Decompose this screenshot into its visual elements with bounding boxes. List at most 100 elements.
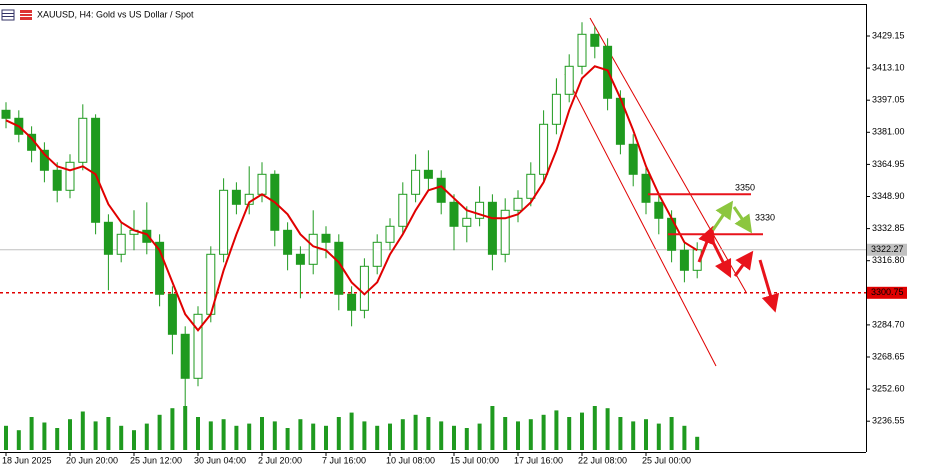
volume-bar — [528, 419, 533, 450]
y-tick-label: 3413.10 — [872, 62, 905, 72]
channel — [564, 17, 747, 367]
volume-bar — [631, 421, 636, 450]
volume-bar — [119, 425, 124, 450]
candle-body — [641, 173, 651, 203]
candle-body — [577, 33, 587, 67]
moving-average — [5, 65, 698, 332]
candle-body — [628, 143, 638, 175]
level-label: 3350 — [735, 182, 755, 192]
volume-bar — [285, 428, 290, 450]
candle-body — [513, 197, 523, 211]
candle-body — [590, 33, 600, 47]
volume-bar — [516, 421, 520, 450]
candle-body — [487, 201, 497, 255]
volume-bar — [580, 412, 584, 450]
candle-body — [39, 149, 49, 171]
x-tick-label: 18 Jun 2025 — [2, 455, 52, 465]
volume-bar — [413, 414, 418, 450]
candle-body — [475, 201, 485, 219]
x-tick-label: 17 Jul 16:00 — [514, 455, 563, 465]
volume-bar — [234, 425, 239, 450]
candle-body — [91, 117, 101, 223]
candle-body — [436, 177, 446, 203]
volume-bar — [682, 425, 687, 450]
candle-body — [411, 169, 421, 195]
volume-bar — [388, 423, 392, 450]
volume-bar — [106, 417, 111, 450]
y-tick-label: 3348.90 — [872, 191, 905, 201]
volume-bar — [157, 414, 162, 450]
x-tick-label: 25 Jun 12:00 — [130, 455, 182, 465]
candle-body — [385, 225, 395, 243]
volume-bar — [695, 436, 700, 450]
candle-body — [103, 221, 113, 255]
volume-bar — [93, 421, 98, 450]
candle-body — [65, 161, 75, 191]
volume-bar — [260, 417, 264, 450]
candle-body — [347, 293, 357, 311]
volume-bar — [272, 421, 277, 450]
candle-body — [219, 189, 229, 255]
candle-body — [193, 313, 203, 379]
volume-bar — [426, 417, 431, 450]
volume-bar — [464, 428, 469, 450]
candle-body — [167, 293, 177, 335]
volume-bar — [618, 417, 623, 450]
volume-bar — [541, 414, 546, 450]
x-tick-label: 10 Jul 08:00 — [386, 455, 435, 465]
support-label: 3300.75 — [871, 287, 904, 297]
volume-bar — [336, 417, 341, 450]
candle-body — [180, 333, 190, 379]
volume-bar — [221, 419, 226, 450]
y-tick-label: 3381.00 — [872, 127, 905, 137]
candle-body — [52, 169, 62, 191]
volume-bar — [362, 421, 367, 450]
volume-bar — [55, 428, 60, 450]
support-tag — [867, 286, 907, 299]
volume-bar — [29, 417, 34, 450]
volume-bar — [183, 406, 188, 450]
volume-bar — [208, 421, 213, 450]
volume-bar — [42, 422, 47, 450]
x-tick-label: 7 Jul 16:00 — [322, 455, 366, 465]
volume-bar — [592, 406, 597, 450]
volume-bar — [503, 417, 508, 450]
x-tick-label: 2 Jul 20:00 — [258, 455, 302, 465]
candle-body — [526, 173, 536, 199]
candle-body — [398, 193, 408, 227]
candle-body — [1, 109, 11, 119]
candle-body — [423, 169, 433, 179]
volume-bar — [644, 419, 648, 450]
candle-body — [308, 233, 318, 265]
volume-bar — [605, 408, 610, 450]
y-tick-label: 3268.65 — [872, 351, 905, 361]
candle-body — [539, 123, 549, 175]
volume-bar — [311, 423, 316, 450]
candle-body — [321, 233, 331, 243]
volume-bar — [144, 423, 149, 450]
symbol-icon — [1, 9, 32, 21]
volume-bar — [196, 417, 200, 450]
y-tick-label: 3332.85 — [872, 223, 905, 233]
candle-body — [500, 209, 510, 255]
x-tick-label: 22 Jul 08:00 — [578, 455, 627, 465]
y-tick-label: 3284.70 — [872, 319, 905, 329]
candle-body — [155, 241, 165, 295]
candle-body — [551, 93, 561, 125]
volume-bar — [349, 412, 354, 450]
volume-bar — [132, 430, 136, 450]
volume-bar — [400, 419, 405, 450]
x-tick-label: 25 Jul 00:00 — [642, 455, 691, 465]
volume-bar — [490, 406, 495, 450]
candle-body — [679, 249, 689, 271]
volume-bar — [452, 425, 456, 450]
candle-body — [359, 265, 369, 311]
volume-bar — [247, 423, 252, 450]
volume-bar — [554, 410, 559, 450]
volume-bar — [68, 419, 72, 450]
y-tick-label: 3364.95 — [872, 159, 905, 169]
volume-bar — [298, 419, 303, 450]
y-tick-label: 3252.60 — [872, 383, 905, 393]
